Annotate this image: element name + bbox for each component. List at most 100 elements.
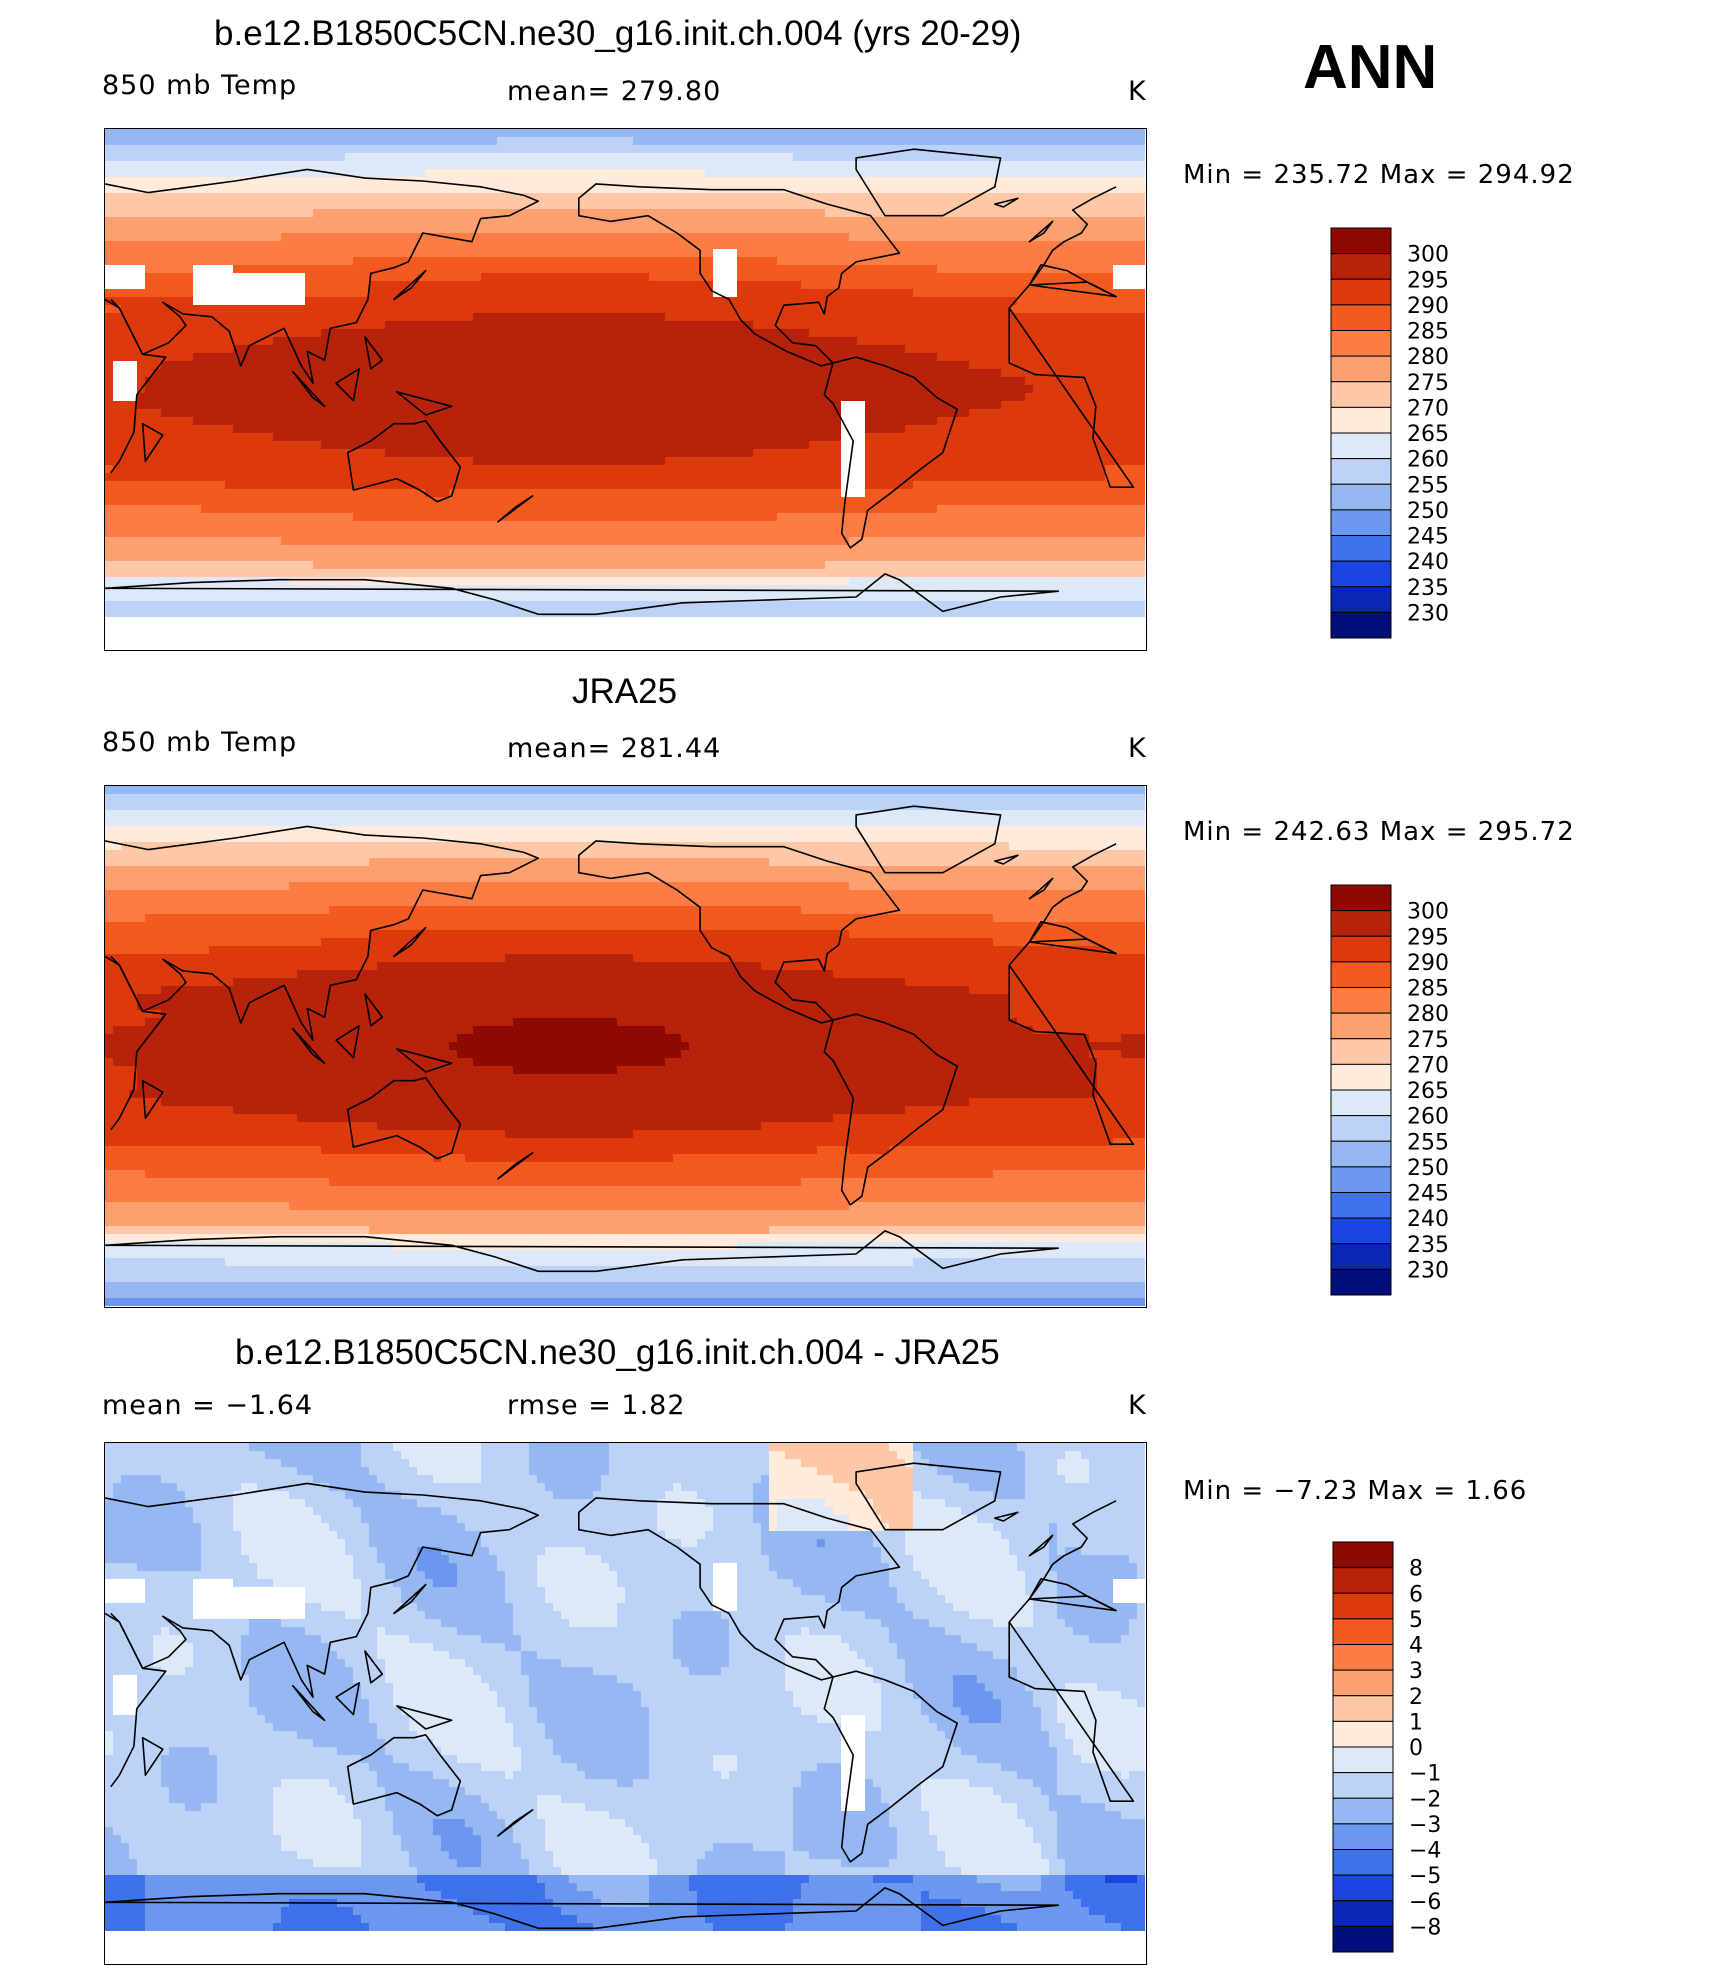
- map-cell: [241, 153, 250, 162]
- map-cell: [705, 297, 714, 306]
- map-cell: [1009, 257, 1018, 266]
- map-cell: [113, 225, 122, 234]
- map-cell: [857, 353, 866, 362]
- map-cell: [201, 249, 210, 258]
- map-cell: [361, 201, 370, 210]
- map-cell: [729, 329, 738, 338]
- map-cell: [625, 305, 634, 314]
- map-cell: [793, 153, 802, 162]
- map-cell: [545, 425, 554, 434]
- map-cell: [513, 225, 522, 234]
- map-cell: [785, 281, 794, 290]
- map-cell: [753, 209, 762, 218]
- map-cell: [441, 393, 450, 402]
- map-cell: [1105, 161, 1114, 170]
- map-cell: [209, 257, 218, 266]
- map-cell: [537, 329, 546, 338]
- map-cell: [169, 129, 178, 138]
- map-cell: [489, 273, 498, 282]
- map-cell: [337, 145, 346, 154]
- map-cell: [441, 273, 450, 282]
- map-cell: [289, 193, 298, 202]
- map-cell: [1057, 321, 1066, 330]
- map-cell: [617, 145, 626, 154]
- map-cell: [977, 137, 986, 146]
- map-cell: [993, 217, 1002, 226]
- map-cell: [305, 377, 314, 386]
- map-cell: [457, 417, 466, 426]
- map-cell: [705, 233, 714, 242]
- map-cell: [801, 161, 810, 170]
- map-cell: [1129, 401, 1138, 410]
- map-cell: [153, 369, 162, 378]
- map-cell: [385, 193, 394, 202]
- map-cell: [209, 353, 218, 362]
- map-cell: [857, 361, 866, 370]
- map-cell: [201, 385, 210, 394]
- map-cell: [881, 313, 890, 322]
- map-cell: [1129, 177, 1138, 186]
- map-cell: [713, 353, 722, 362]
- map-cell: [121, 345, 130, 354]
- map-cell: [953, 361, 962, 370]
- map-cell: [289, 273, 298, 282]
- map-cell: [1073, 241, 1082, 250]
- map-cell: [1017, 345, 1026, 354]
- map-cell: [193, 425, 202, 434]
- map-cell: [889, 393, 898, 402]
- map-cell: [193, 305, 202, 314]
- map-cell: [441, 193, 450, 202]
- map-cell: [345, 281, 354, 290]
- map-cell: [969, 321, 978, 330]
- map-cell: [145, 225, 154, 234]
- map-cell: [625, 425, 634, 434]
- map-cell: [265, 265, 274, 274]
- map-cell: [497, 193, 506, 202]
- map-cell: [393, 393, 402, 402]
- map-cell: [753, 425, 762, 434]
- map-cell: [1025, 289, 1034, 298]
- map-cell: [793, 249, 802, 258]
- map-cell: [497, 297, 506, 306]
- map-cell: [969, 409, 978, 418]
- map-cell: [521, 377, 530, 386]
- map-cell: [177, 329, 186, 338]
- map-cell: [377, 433, 386, 442]
- map-cell: [817, 297, 826, 306]
- map-cell: [745, 209, 754, 218]
- map-cell: [849, 377, 858, 386]
- map-cell: [641, 313, 650, 322]
- map-cell: [849, 393, 858, 402]
- map-cell: [593, 129, 602, 138]
- map-cell: [121, 313, 130, 322]
- map-cell: [1121, 417, 1130, 426]
- map-cell: [985, 129, 994, 138]
- map-cell: [801, 137, 810, 146]
- map-cell: [801, 401, 810, 410]
- map-cell: [769, 169, 778, 178]
- map-cell: [417, 185, 426, 194]
- map-cell: [633, 337, 642, 346]
- map-cell: [1089, 297, 1098, 306]
- map-cell: [761, 249, 770, 258]
- map-cell: [993, 329, 1002, 338]
- map-cell: [809, 313, 818, 322]
- map-cell: [249, 289, 258, 298]
- map-cell: [881, 201, 890, 210]
- map-cell: [609, 273, 618, 282]
- map-cell: [1073, 249, 1082, 258]
- map-cell: [393, 321, 402, 330]
- map-cell: [1049, 417, 1058, 426]
- map-cell: [945, 337, 954, 346]
- map-cell: [209, 249, 218, 258]
- map-cell: [1073, 193, 1082, 202]
- map-cell: [145, 169, 154, 178]
- map-cell: [1073, 361, 1082, 370]
- map-cell: [161, 145, 170, 154]
- map-cell: [681, 209, 690, 218]
- map-cell: [609, 313, 618, 322]
- map-cell: [961, 145, 970, 154]
- map-cell: [1041, 233, 1050, 242]
- map-cell: [249, 433, 258, 442]
- map-cell: [153, 377, 162, 386]
